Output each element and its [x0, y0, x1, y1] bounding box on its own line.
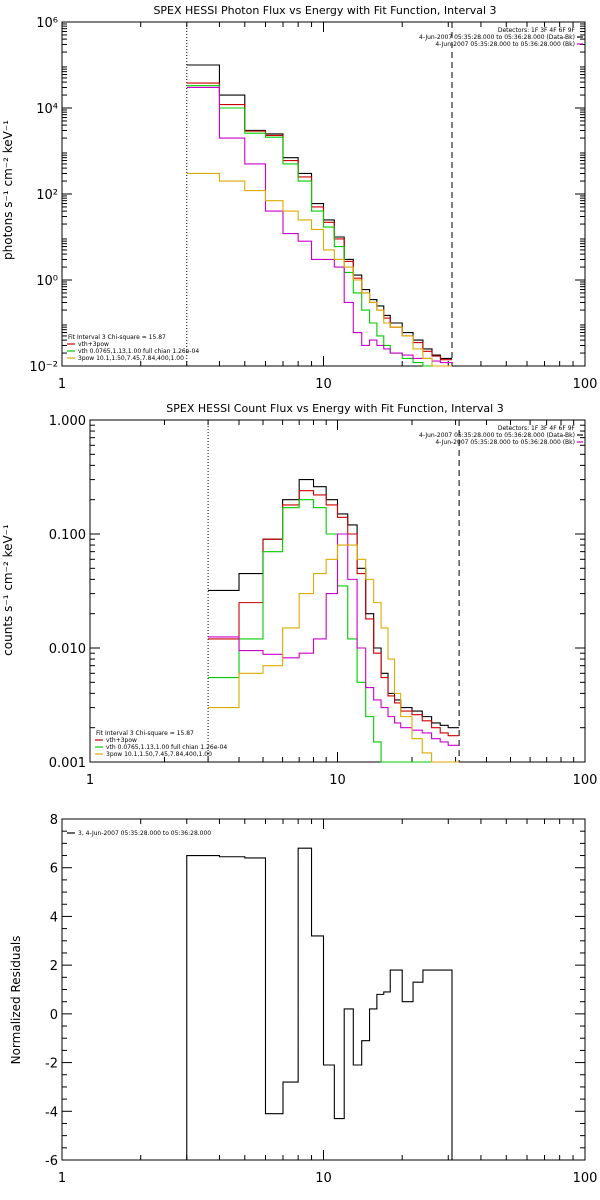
residuals-panel: Normalized Residuals 1 10 100 -6 -4 -2 0 2 4 6 8 3,…	[9, 813, 597, 1186]
count-flux-x-tick-label: 100	[573, 773, 598, 788]
count-flux-series-0-line	[208, 479, 460, 729]
count-flux-panel: SPEX HESSI Count Flux vs Energy with Fit…	[1, 402, 597, 788]
residuals-x-tick-label: 1	[58, 1171, 66, 1186]
photon-flux-series-4-line	[186, 172, 452, 367]
count-flux-info-text: 4-Jun-2007 05:35:28.000 to 05:36:28.000 …	[419, 432, 575, 439]
count-flux-y-tick-label: 0.010	[49, 642, 86, 657]
residuals-series-0-line	[186, 847, 453, 1160]
residuals-legend-text: 3, 4-Jun-2007 05:35:28.000 to 05:36:28.0…	[78, 830, 211, 837]
photon-flux-panel: SPEX HESSI Photon Flux vs Energy with Fi…	[1, 4, 597, 392]
photon-flux-x-tick-label: 100	[573, 377, 598, 392]
count-flux-y-axis-label: counts s⁻¹ cm⁻² keV⁻¹	[1, 524, 15, 656]
photon-flux-series-1-line	[186, 82, 452, 361]
photon-flux-title: SPEX HESSI Photon Flux vs Energy with Fi…	[153, 4, 496, 17]
count-flux-title: SPEX HESSI Count Flux vs Energy with Fit…	[166, 402, 503, 415]
residuals-y-tick-label: 8	[50, 813, 58, 828]
photon-flux-plot-frame	[61, 21, 586, 367]
photon-flux-y-tick-label: 10⁴	[36, 102, 58, 117]
residuals-y-tick-label: 4	[50, 910, 58, 925]
residuals-y-tick-label: 2	[50, 959, 58, 974]
count-flux-series-2-line	[208, 499, 460, 763]
residuals-x-tick-label: 10	[315, 1171, 332, 1186]
count-flux-legend-text: vth+3pow	[106, 737, 137, 744]
photon-flux-legend-text: Fit Interval 3 Chi-square = 15.87	[68, 334, 166, 341]
photon-flux-series-0-line	[186, 64, 452, 359]
photon-flux-x-tick-label: 1	[58, 377, 66, 392]
count-flux-series-4-line	[208, 544, 460, 763]
residuals-y-axis-label: Normalized Residuals	[9, 936, 23, 1065]
residuals-y-tick-label: 0	[50, 1008, 58, 1023]
count-flux-info-text: 4-Jun-2007 05:35:28.000 to 05:36:28.000 …	[435, 439, 575, 446]
photon-flux-x-tick-label: 10	[315, 377, 332, 392]
count-flux-y-tick-label: 0.001	[49, 756, 86, 771]
photon-flux-info-text: 4-Jun-2007 05:35:28.000 to 05:36:28.000 …	[435, 41, 575, 48]
photon-flux-info-text: 4-Jun-2007 05:35:28.000 to 05:36:28.000 …	[419, 34, 575, 41]
photon-flux-y-axis-label: photons s⁻¹ cm⁻² keV⁻¹	[1, 120, 15, 260]
count-flux-series-1-line	[208, 490, 460, 737]
residuals-y-tick-label: -6	[45, 1154, 58, 1169]
count-flux-series-3-line	[208, 533, 460, 746]
photon-flux-info-text: Detectors: 1F 3F 4F 6F 9F	[498, 27, 576, 34]
photon-flux-y-tick-label: 10²	[36, 188, 58, 203]
photon-flux-legend-text: vth+3pow	[78, 341, 109, 348]
residuals-y-tick-label: -2	[45, 1057, 58, 1072]
count-flux-x-tick-label: 1	[86, 773, 94, 788]
residuals-x-tick-label: 100	[573, 1171, 598, 1186]
count-flux-legend-text: 3pow 10.1,1.50,7.45,7.84,400,1.00	[106, 751, 212, 758]
photon-flux-y-tick-label: 10⁻²	[29, 360, 58, 375]
count-flux-info-text: Detectors: 1F 3F 4F 6F 9F	[498, 425, 576, 432]
photon-flux-y-tick-label: 10⁶	[36, 16, 58, 31]
count-flux-legend-text: Fit Interval 3 Chi-square = 15.87	[96, 730, 194, 737]
photon-flux-series-3-line	[186, 86, 452, 364]
count-flux-y-tick-label: 0.100	[49, 528, 86, 543]
photon-flux-series-2-line	[186, 85, 452, 367]
count-flux-y-tick-label: 1.000	[49, 414, 86, 429]
residuals-y-tick-label: 6	[50, 862, 58, 877]
photon-flux-legend-text: vth 0.0765,1.13,1.00 full chian 1.26e-04	[78, 348, 199, 355]
count-flux-x-tick-label: 10	[329, 773, 346, 788]
photon-flux-y-tick-label: 10⁰	[36, 274, 58, 289]
residuals-y-tick-label: -4	[45, 1105, 58, 1120]
count-flux-legend-text: vth 0.0765,1.13,1.00 full chian 1.26e-04	[106, 744, 227, 751]
photon-flux-legend-text: 3pow 10.1,1.50,7.45,7.84,400,1.00	[78, 355, 184, 362]
